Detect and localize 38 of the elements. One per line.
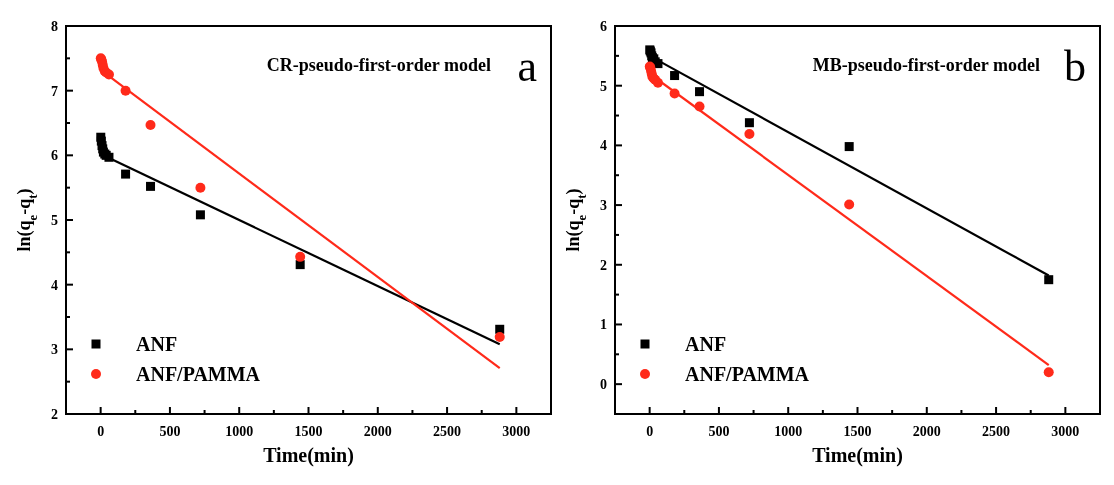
- x-tick-label: 2000: [363, 424, 392, 439]
- y-tick-label: 5: [600, 78, 607, 94]
- annotation: a: [517, 42, 537, 91]
- legend-label: ANF/PAMMA: [685, 363, 810, 385]
- x-tick-label: 1500: [294, 424, 323, 439]
- x-tick-label: 0: [646, 424, 654, 439]
- x-tick-label: 500: [708, 424, 730, 439]
- y-tick-label: 1: [600, 317, 607, 333]
- x-axis-title: Time(min): [263, 444, 354, 467]
- x-tick-label: 1500: [843, 424, 872, 439]
- x-tick-label: 0: [97, 424, 105, 439]
- x-tick-label: 3000: [502, 424, 531, 439]
- y-tick-label: 4: [51, 277, 58, 293]
- x-tick-label: 2500: [433, 424, 462, 439]
- y-tick-label: 2: [600, 257, 607, 273]
- x-tick-label: 500: [159, 424, 181, 439]
- y-tick-label: 0: [600, 377, 607, 393]
- x-tick-label: 2500: [982, 424, 1011, 439]
- x-tick-label: 3000: [1051, 424, 1080, 439]
- y-tick-label: 8: [51, 19, 58, 34]
- legend-label: ANF/PAMMA: [136, 363, 261, 385]
- y-tick-label: 3: [51, 342, 58, 358]
- legend-label: ANF: [136, 333, 178, 355]
- y-tick-label: 5: [51, 213, 58, 228]
- annotation: MB-pseudo-first-order model: [812, 55, 1040, 75]
- x-tick-label: 2000: [912, 424, 941, 439]
- x-axis-title: Time(min): [812, 444, 903, 467]
- x-tick-label: 1000: [225, 424, 254, 439]
- y-tick-label: 7: [51, 83, 58, 99]
- legend-label: ANF: [685, 333, 727, 355]
- y-tick-label: 6: [51, 148, 58, 164]
- y-tick-label: 4: [600, 138, 607, 154]
- y-tick-label: 6: [600, 19, 607, 34]
- x-tick-label: 1000: [774, 424, 803, 439]
- annotation: b: [1064, 42, 1086, 91]
- annotation: CR-pseudo-first-order model: [266, 55, 491, 75]
- y-tick-label: 2: [51, 407, 58, 422]
- y-tick-label: 3: [600, 198, 607, 214]
